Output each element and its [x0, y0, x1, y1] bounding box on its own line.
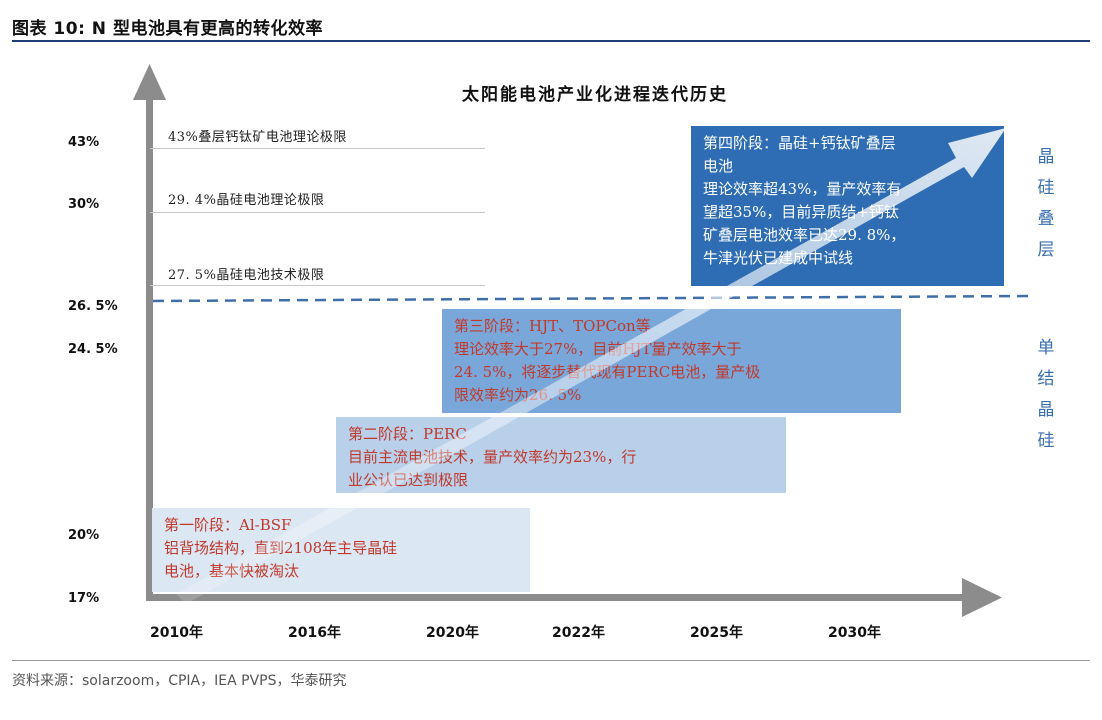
stage-3-line: 理论效率大于27%，目前HJT量产效率大于 [454, 340, 742, 358]
x-tick-2010: 2010年 [150, 625, 203, 641]
side-char: 结 [1037, 369, 1055, 389]
limit-label-27-5: 27. 5%晶硅电池技术极限 [168, 268, 325, 283]
stage-4-heading: 第四阶段：晶硅+钙钛矿叠层 [703, 134, 896, 152]
y-tick-30: 30% [68, 197, 100, 212]
side-char: 层 [1037, 240, 1055, 260]
side-char: 硅 [1037, 178, 1055, 198]
limit-line-43 [150, 148, 485, 149]
x-tick-2030: 2030年 [828, 625, 881, 641]
stage-1-line: 铝背场结构，直到2108年主导晶硅 [164, 539, 398, 557]
y-tick-20: 20% [68, 528, 100, 543]
limit-line-29-4 [150, 212, 485, 213]
stage-3-line: 24. 5%，将逐步替代现有PERC电池，量产极 [454, 363, 761, 381]
side-char: 晶 [1037, 147, 1055, 167]
x-tick-2020: 2020年 [426, 625, 479, 641]
y-tick-17: 17% [68, 591, 100, 606]
limit-label-43: 43%叠层钙钛矿电池理论极限 [168, 130, 347, 145]
y-tick-26-5: 26. 5% [68, 299, 118, 314]
stage-2-line: 目前主流电池技术，量产效率约为23%，行 [348, 448, 637, 466]
dashed-divider [152, 294, 1031, 303]
diagram-title: 太阳能电池产业化进程迭代历史 [462, 85, 728, 105]
y-tick-43: 43% [68, 135, 100, 150]
stage-4-line: 矿叠层电池效率已达29. 8%， [703, 226, 906, 244]
source-note: 资料来源：solarzoom，CPIA，IEA PVPS，华泰研究 [12, 673, 347, 689]
side-char: 叠 [1037, 209, 1055, 229]
figure-title: 图表 10: N 型电池具有更高的转化效率 [12, 19, 323, 39]
stage-1-heading: 第一阶段：Al-BSF [164, 516, 292, 534]
side-char: 单 [1037, 338, 1055, 358]
stage-2-heading: 第二阶段：PERC [348, 425, 467, 443]
x-tick-2022: 2022年 [552, 625, 605, 641]
title-rule [12, 40, 1090, 42]
stage-2-line: 业公认已达到极限 [348, 471, 469, 489]
side-char: 晶 [1037, 400, 1055, 420]
stage-4-line: 理论效率超43%，量产效率有 [703, 180, 902, 198]
y-axis [146, 98, 153, 598]
stage-3-heading: 第三阶段：HJT、TOPCon等 [454, 317, 651, 335]
limit-label-29-4: 29. 4%晶硅电池理论极限 [168, 193, 325, 208]
stage-4-line: 电池 [703, 157, 734, 175]
stage-4-line: 牛津光伏已建成中试线 [703, 249, 854, 267]
limit-line-27-5 [150, 285, 485, 286]
stage-4-box: 第四阶段：晶硅+钙钛矿叠层 电池 理论效率超43%，量产效率有 望超35%，目前… [691, 126, 1004, 286]
stage-1-line: 电池，基本快被淘汰 [164, 562, 300, 580]
stage-4-line: 望超35%，目前异质结+钙钛 [703, 203, 899, 221]
x-tick-2025: 2025年 [690, 625, 743, 641]
x-axis-arrowhead [962, 578, 1002, 617]
source-rule [12, 660, 1090, 661]
x-axis [146, 594, 968, 601]
y-tick-24-5: 24. 5% [68, 342, 118, 357]
stage-1-box: 第一阶段：Al-BSF 铝背场结构，直到2108年主导晶硅 电池，基本快被淘汰 [152, 508, 530, 592]
stage-2-box: 第二阶段：PERC 目前主流电池技术，量产效率约为23%，行 业公认已达到极限 [336, 417, 786, 493]
y-axis-arrowhead [133, 64, 166, 100]
side-label-single-junction: 单 结 晶 硅 [1034, 333, 1058, 457]
stage-3-box: 第三阶段：HJT、TOPCon等 理论效率大于27%，目前HJT量产效率大于 2… [442, 309, 901, 413]
side-label-tandem: 晶 硅 叠 层 [1034, 142, 1058, 266]
side-char: 硅 [1037, 431, 1055, 451]
stage-3-line: 限效率约为26. 5% [454, 386, 582, 404]
x-tick-2016: 2016年 [288, 625, 341, 641]
